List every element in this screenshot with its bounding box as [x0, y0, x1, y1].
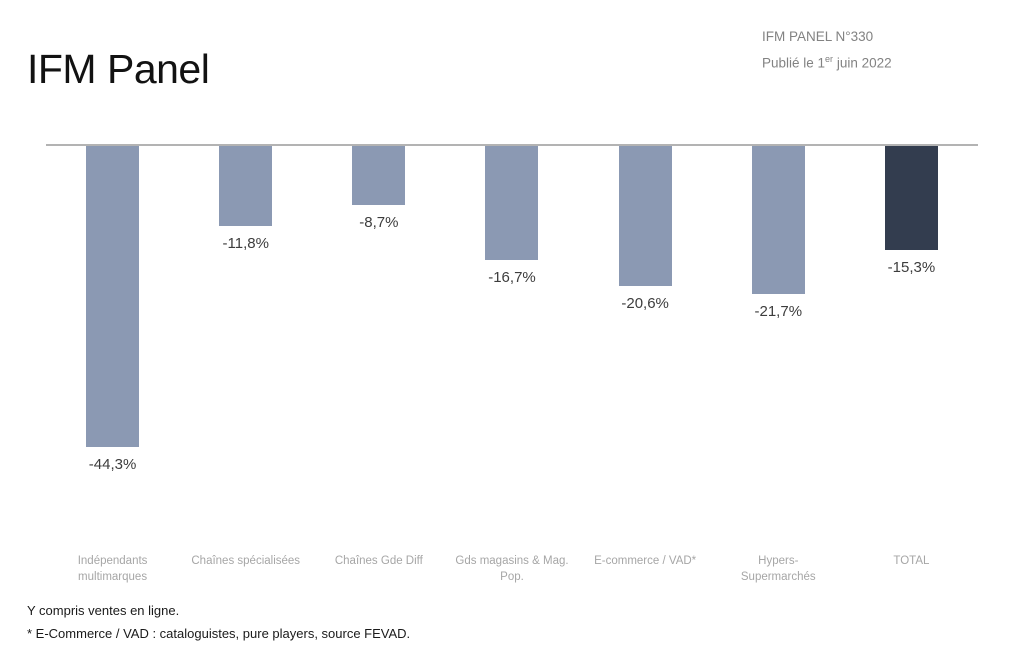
- category-label: Indépendants multimarques: [77, 555, 148, 583]
- header-meta: IFM PANEL N°330 Publié le 1er juin 2022: [762, 26, 892, 75]
- bar-slot: -20,6%: [579, 146, 712, 473]
- publication-date-suffix: juin 2022: [833, 55, 892, 71]
- bar-slot: -16,7%: [445, 146, 578, 473]
- category-label: TOTAL: [893, 555, 930, 567]
- bar-2: [219, 146, 273, 226]
- bar-value-label: -20,6%: [621, 295, 669, 312]
- bar-1: [86, 146, 140, 447]
- bar-chart: -44,3% -11,8% -8,7% -16,7% -20,6% -21,7% -15,3…: [46, 144, 978, 544]
- panel-reference: IFM PANEL N°330: [762, 29, 874, 44]
- category-label: Chaînes Gde Diff: [334, 555, 423, 567]
- bar-slot: -11,8%: [179, 146, 312, 473]
- publication-date-prefix: Publié le 1: [762, 55, 826, 71]
- footnote-line: * E-Commerce / VAD : cataloguistes, pure…: [27, 626, 411, 641]
- bar-value-label: -21,7%: [754, 303, 803, 320]
- bar-slot: -8,7%: [312, 146, 445, 473]
- page-title: IFM Panel: [27, 46, 210, 92]
- bar-slot: -21,7%: [712, 146, 845, 473]
- bar-value-label: -8,7%: [359, 214, 399, 231]
- bar-slot: -44,3%: [46, 146, 179, 473]
- bar-5: [618, 146, 672, 286]
- category-label: Chaînes spécialisées: [191, 555, 301, 567]
- category-labels-row: Indépendants multimarques Chaînes spécial…: [46, 553, 978, 585]
- footnotes: Y compris ventes en ligne. * E-Commerce …: [27, 599, 410, 645]
- bars-container: -44,3% -11,8% -8,7% -16,7% -20,6% -21,7% -15,3…: [46, 146, 978, 473]
- bar-value-label: -11,8%: [222, 235, 269, 252]
- category-label: E-commerce / VAD*: [594, 555, 697, 567]
- chart-baseline-axis: [46, 144, 978, 146]
- category-label: Gds magasins & Mag. Pop.: [455, 555, 569, 583]
- bar-value-label: -16,7%: [488, 269, 536, 286]
- bar-slot: -15,3%: [845, 146, 978, 473]
- category-label: Hypers-Supermarchés: [740, 555, 816, 583]
- bar-value-label: -44,3%: [88, 456, 137, 473]
- footnote-line: Y compris ventes en ligne.: [27, 603, 180, 618]
- publication-date: Publié le 1er juin 2022: [762, 48, 892, 75]
- bar-7: [884, 146, 938, 250]
- bar-6: [751, 146, 805, 294]
- publication-date-superscript: er: [825, 54, 834, 64]
- bar-value-label: -15,3%: [887, 259, 936, 276]
- bar-4: [485, 146, 539, 260]
- bar-3: [352, 146, 406, 205]
